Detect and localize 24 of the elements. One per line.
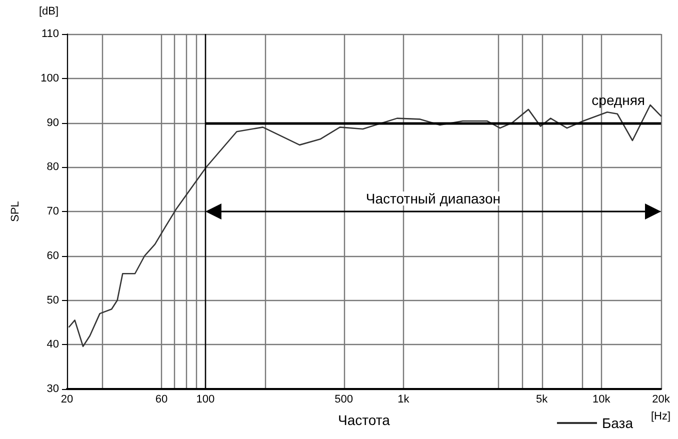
text: [dB] [39, 6, 59, 18]
y-tick-label: 110 [41, 28, 59, 40]
x-tick-label: 10k [592, 394, 611, 406]
ref-line-label: средняя [592, 92, 645, 108]
x-tick-label: 500 [334, 394, 353, 406]
x-tick-label: 60 [155, 394, 168, 406]
y-tick-label: 90 [46, 116, 59, 129]
y-tick-label: 70 [46, 206, 59, 218]
x-tick-label: 100 [196, 394, 215, 406]
y-tick-label: 100 [40, 72, 59, 84]
text: [Hz] [651, 410, 671, 422]
x-tick-label: 20k [652, 394, 670, 406]
annotation: Частотный диапазон [366, 190, 500, 206]
y-tick-label: 80 [46, 161, 59, 174]
x-axis-title: Частота [338, 412, 390, 428]
legend-label: База [602, 415, 634, 431]
y-axis-title: SPL [10, 201, 22, 222]
x-tick-label: 5k [536, 394, 548, 406]
y-tick-label: 60 [46, 250, 59, 262]
x-tick-label: 1k [398, 394, 410, 406]
x-tick-label: 20 [60, 394, 74, 406]
y-tick-label: 50 [46, 294, 59, 306]
y-tick-label: 40 [46, 338, 59, 351]
y-tick-label: 30 [46, 383, 59, 395]
